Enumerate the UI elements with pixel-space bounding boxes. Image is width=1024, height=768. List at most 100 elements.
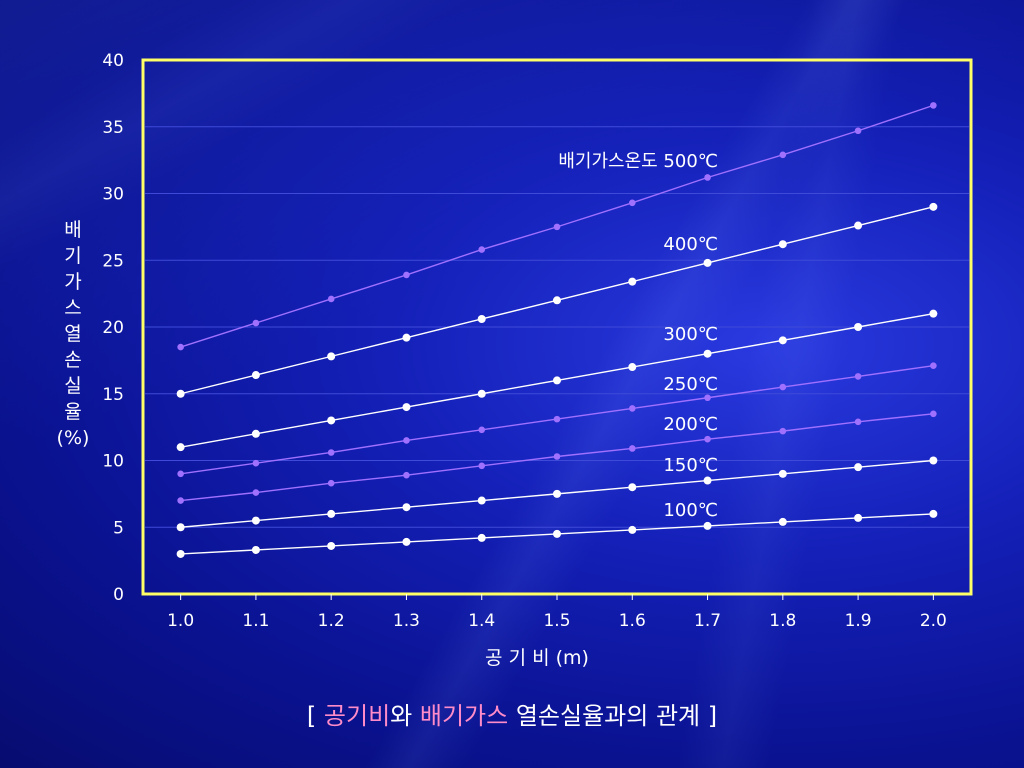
y-tick-label: 15 [102,385,124,405]
data-point [628,277,637,286]
data-point [251,429,260,438]
y-tick-label: 20 [102,318,124,338]
data-point [176,443,185,452]
data-point [929,456,938,465]
data-point [477,496,486,505]
data-point [628,363,637,372]
data-point [553,453,561,460]
gridlines [145,126,969,528]
x-tick-label: 1.6 [619,611,646,631]
data-point [930,410,937,418]
data-point [553,376,561,385]
series-label: 200℃ [663,414,718,435]
series-4 [177,410,937,504]
x-tick-label: 1.5 [543,611,570,631]
series-6 [176,509,938,558]
data-point [177,343,184,351]
data-point [177,497,184,504]
x-tick-label: 1.3 [393,611,420,631]
y-tick-label: 35 [102,118,124,138]
x-tick-label: 2.0 [920,611,947,631]
x-tick-label: 1.2 [318,611,345,631]
series-label: 250℃ [663,374,718,395]
data-point [403,471,410,479]
data-point [176,549,185,558]
data-point [327,352,336,361]
data-point [478,426,486,434]
series-label: 300℃ [663,324,718,345]
data-point [327,416,336,425]
caption-rest: 열손실율과의 관계 ] [508,702,718,730]
y-axis-title-char: 율 [64,401,81,423]
data-point [704,394,711,402]
data-point [403,437,410,444]
data-point [327,509,336,518]
data-point [327,541,336,550]
data-point [252,319,260,327]
y-tick-label: 30 [102,185,124,205]
caption-term-air-ratio: 공기비 [323,702,391,730]
data-point [327,479,335,487]
data-point [703,476,712,485]
data-point [477,314,486,323]
data-point [327,449,335,456]
x-tick-label: 1.4 [468,611,495,631]
y-axis-title-char: 기 [64,245,81,267]
data-point [703,349,712,358]
series-label: 150℃ [663,455,718,476]
data-point [478,462,486,470]
data-point [553,529,561,538]
data-point [628,405,636,412]
data-point [252,459,260,467]
data-point [854,323,863,331]
data-point [929,309,938,318]
data-point [477,533,486,542]
y-axis-title-char: 스 [64,297,81,319]
slide-caption: [ 공기비와 배기가스 열손실율과의 관계 ] [0,696,1024,731]
y-axis-title-char: 배 [64,219,81,241]
data-point [402,333,411,342]
data-point [402,403,411,412]
x-tick-label: 1.7 [694,611,721,631]
data-point [703,521,712,530]
caption-open-bracket: [ [306,702,324,730]
y-tick-label: 10 [102,452,124,472]
data-point [628,199,636,207]
data-point [704,435,711,443]
x-axis-ticks: 1.0 1.1 1.2 1.3 1.4 1.5 1.6 1.7 1.8 1.9 2.0 [167,594,947,631]
data-point [854,127,862,135]
data-point [779,151,787,159]
y-axis-title-char: 가 [64,271,81,293]
x-tick-label: 1.9 [845,611,872,631]
series-labels: 배기가스온도 500℃ 400℃ 300℃ 250℃ 200℃ 150℃ 100℃ [558,151,718,521]
data-point [402,537,411,546]
data-point [854,418,862,426]
data-point [779,427,787,435]
data-point [778,517,787,526]
series-1 [176,202,938,398]
series-label: 100℃ [663,500,718,521]
data-point [930,102,937,109]
data-point [478,246,486,253]
y-axis-title-char: 손 [64,349,81,371]
x-axis-title: 공 기 비 (m) [485,647,589,669]
data-point [251,516,260,525]
data-point [176,389,185,398]
y-axis-title-char: (%) [57,427,90,449]
data-point [628,483,637,492]
data-point [327,295,335,303]
data-point [929,509,938,518]
data-point [778,336,787,345]
x-tick-label: 1.8 [769,611,796,631]
data-point [854,221,863,230]
data-point [854,373,862,380]
data-point [703,258,712,267]
series-3 [177,362,937,478]
series-0 [177,102,937,351]
y-axis-title-char: 실 [64,375,81,397]
y-tick-label: 5 [113,518,124,538]
data-point [251,371,260,380]
